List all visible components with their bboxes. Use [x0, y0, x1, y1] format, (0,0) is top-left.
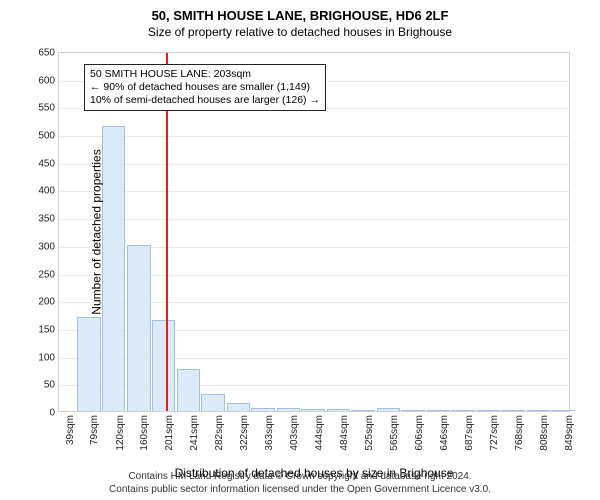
histogram-bar: [177, 369, 201, 411]
gridline: [59, 191, 569, 192]
y-tick-label: 50: [44, 380, 55, 391]
histogram-bar: [401, 410, 425, 411]
info-line-2: ← 90% of detached houses are smaller (1,…: [90, 81, 320, 94]
histogram-bar: [351, 410, 375, 411]
y-tick-label: 250: [38, 269, 55, 280]
histogram-bar: [451, 410, 475, 411]
x-tick-label: 444sqm: [314, 415, 325, 451]
x-tick-label: 484sqm: [339, 415, 350, 451]
x-tick-label: 646sqm: [439, 415, 450, 451]
histogram-bar: [327, 409, 351, 411]
x-tick-label: 282sqm: [214, 415, 225, 451]
histogram-bar: [551, 410, 575, 411]
info-line-1: 50 SMITH HOUSE LANE: 203sqm: [90, 68, 320, 81]
y-tick-label: 650: [38, 48, 55, 59]
x-tick-label: 525sqm: [364, 415, 375, 451]
footer-line-1: Contains HM Land Registry data © Crown c…: [0, 471, 600, 484]
y-tick-label: 0: [49, 408, 55, 419]
x-tick-label: 322sqm: [239, 415, 250, 451]
histogram-bar: [501, 410, 525, 411]
histogram-bar: [201, 394, 225, 411]
histogram-bar: [251, 408, 275, 411]
x-tick-label: 808sqm: [539, 415, 550, 451]
y-tick-label: 450: [38, 158, 55, 169]
histogram-bar: [477, 410, 501, 411]
x-tick-label: 606sqm: [414, 415, 425, 451]
y-tick-label: 500: [38, 131, 55, 142]
x-tick-label: 768sqm: [514, 415, 525, 451]
histogram-bar: [102, 126, 126, 411]
x-tick-label: 403sqm: [289, 415, 300, 451]
histogram-bar: [152, 320, 176, 411]
y-tick-label: 100: [38, 352, 55, 363]
histogram-bar: [301, 409, 325, 411]
histogram-bar: [377, 408, 401, 411]
x-tick-label: 727sqm: [489, 415, 500, 451]
x-tick-label: 160sqm: [139, 415, 150, 451]
x-tick-label: 201sqm: [164, 415, 175, 451]
y-tick-label: 550: [38, 103, 55, 114]
reference-info-box: 50 SMITH HOUSE LANE: 203sqm ← 90% of det…: [84, 64, 326, 111]
y-tick-label: 400: [38, 186, 55, 197]
x-tick-label: 120sqm: [115, 415, 126, 451]
page-title: 50, SMITH HOUSE LANE, BRIGHOUSE, HD6 2LF: [0, 0, 600, 23]
x-tick-label: 849sqm: [564, 415, 575, 451]
histogram-bar: [227, 403, 251, 411]
gridline: [59, 164, 569, 165]
footer-line-2: Contains public sector information licen…: [0, 484, 600, 497]
gridline: [59, 136, 569, 137]
page-subtitle: Size of property relative to detached ho…: [0, 25, 600, 39]
histogram-bar: [127, 245, 151, 411]
x-tick-label: 687sqm: [464, 415, 475, 451]
histogram-chart: 0501001502002503003504004505005506006503…: [58, 52, 570, 412]
footer-text: Contains HM Land Registry data © Crown c…: [0, 471, 600, 496]
y-tick-label: 300: [38, 241, 55, 252]
y-tick-label: 350: [38, 214, 55, 225]
gridline: [59, 219, 569, 220]
x-tick-label: 241sqm: [189, 415, 200, 451]
info-line-3: 10% of semi-detached houses are larger (…: [90, 94, 320, 107]
y-axis-label: Number of detached properties: [90, 149, 104, 314]
histogram-bar: [77, 317, 101, 411]
x-tick-label: 363sqm: [264, 415, 275, 451]
y-tick-label: 600: [38, 75, 55, 86]
x-tick-label: 79sqm: [89, 415, 100, 445]
histogram-bar: [527, 410, 551, 411]
histogram-bar: [277, 408, 301, 411]
x-tick-label: 39sqm: [65, 415, 76, 445]
y-tick-label: 200: [38, 297, 55, 308]
y-tick-label: 150: [38, 324, 55, 335]
x-tick-label: 565sqm: [389, 415, 400, 451]
histogram-bar: [427, 410, 451, 411]
